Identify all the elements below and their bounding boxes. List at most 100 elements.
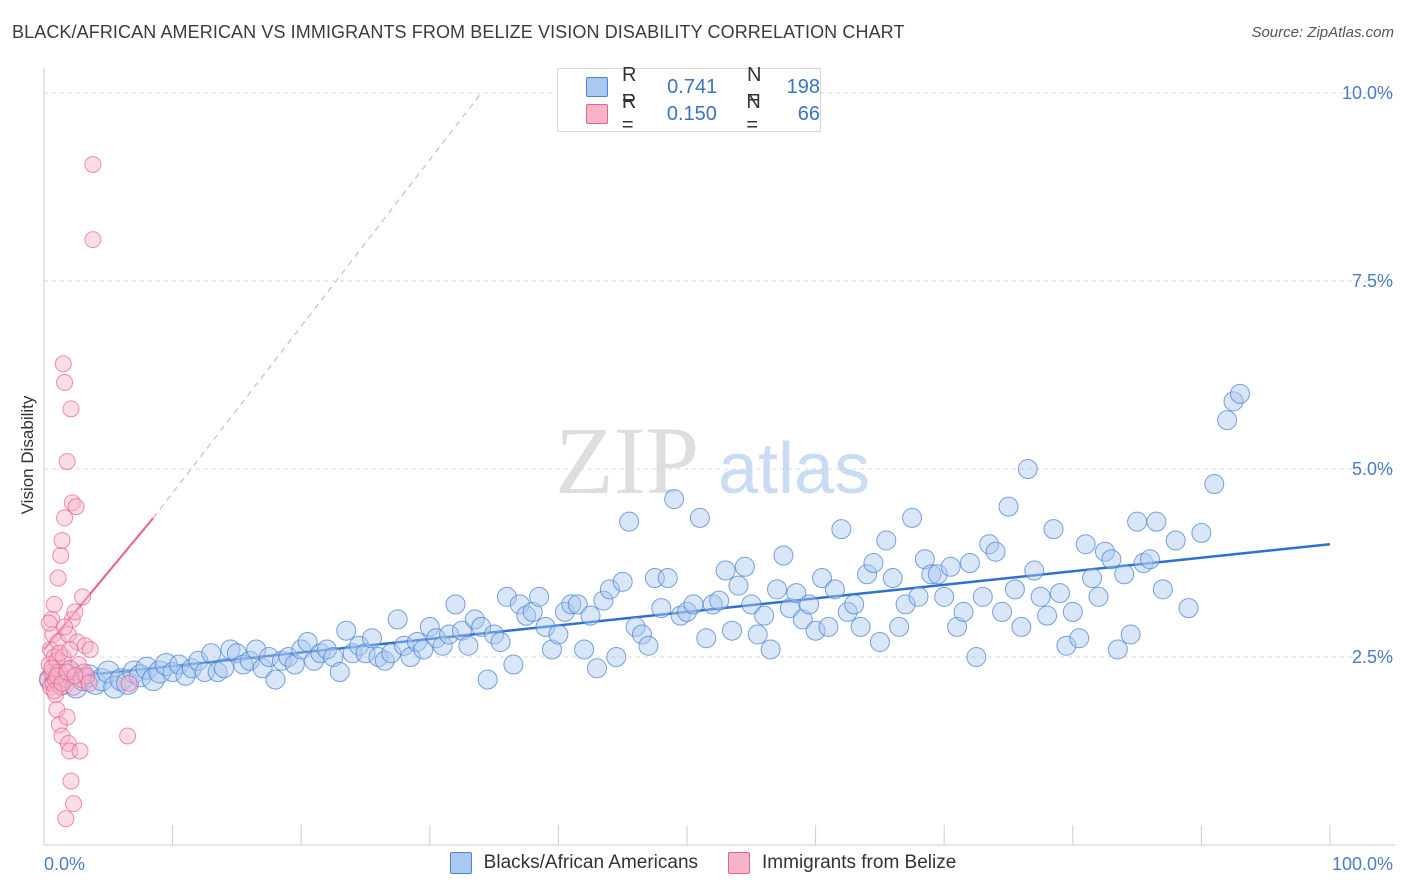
point-blacks: [683, 594, 704, 615]
point-blacks: [1049, 583, 1070, 604]
point-blacks: [361, 628, 382, 649]
point-blacks: [1165, 530, 1186, 551]
point-belize: [61, 640, 79, 658]
point-belize: [62, 772, 80, 790]
source-label: Source: ZipAtlas.com: [1251, 24, 1394, 41]
point-blacks: [580, 605, 601, 626]
point-belize: [65, 795, 83, 813]
point-blacks: [439, 624, 460, 645]
point-belize: [58, 663, 76, 681]
point-blacks: [323, 647, 344, 668]
point-belize: [58, 453, 76, 470]
point-blacks: [992, 601, 1013, 622]
point-blacks: [135, 656, 159, 680]
point-blacks: [496, 586, 517, 607]
point-blacks: [103, 675, 127, 699]
series-swatch-blue: [449, 852, 472, 874]
point-blacks: [760, 639, 781, 660]
point-blacks: [1139, 549, 1160, 570]
legend-r-label: R =: [621, 64, 637, 109]
point-blacks: [1037, 605, 1058, 626]
point-blacks: [445, 594, 466, 615]
point-blacks: [857, 564, 878, 585]
point-blacks: [1191, 522, 1212, 543]
point-belize: [62, 400, 80, 418]
point-blacks: [651, 598, 672, 619]
point-blacks: [226, 643, 247, 664]
point-blacks: [1088, 586, 1109, 607]
point-blacks: [619, 511, 640, 532]
point-blacks: [722, 620, 743, 641]
point-blacks: [927, 564, 948, 585]
point-blacks: [959, 553, 980, 574]
point-blacks: [503, 654, 524, 675]
point-blacks: [141, 668, 165, 692]
point-blacks: [567, 594, 588, 615]
point-blacks: [529, 586, 550, 607]
point-belize: [61, 742, 79, 760]
point-blacks: [734, 556, 755, 577]
point-blacks: [702, 594, 723, 615]
point-blacks: [310, 643, 331, 664]
point-belize: [56, 618, 74, 636]
watermark: ZIP atlas: [555, 407, 870, 514]
y-tick-label: 5.0%: [1352, 459, 1393, 479]
point-blacks: [947, 616, 968, 637]
point-blacks: [432, 635, 453, 656]
point-blacks: [109, 668, 133, 692]
point-belize: [66, 603, 84, 621]
point-blacks: [1056, 635, 1077, 656]
point-blacks: [934, 586, 955, 607]
series-legend-belize: Immigrants from Belize: [728, 852, 956, 874]
point-blacks: [631, 624, 652, 645]
point-blacks: [670, 605, 691, 626]
point-blacks: [767, 579, 788, 600]
series-legend-blacks: Blacks/African Americans: [449, 852, 699, 874]
point-belize: [74, 588, 92, 606]
point-blacks: [188, 650, 209, 671]
point-blacks: [786, 583, 807, 604]
point-blacks: [471, 616, 492, 637]
point-blacks: [548, 624, 569, 645]
point-belize: [119, 727, 137, 745]
point-blacks: [116, 671, 140, 695]
point-blacks: [329, 662, 350, 683]
point-blacks: [985, 541, 1006, 562]
point-blacks: [284, 654, 305, 675]
point-blacks: [1178, 598, 1199, 619]
point-blacks: [792, 609, 813, 630]
point-blacks: [1204, 474, 1225, 495]
point-blacks: [747, 624, 768, 645]
series-label-blacks: Blacks/African Americans: [483, 852, 699, 873]
point-blacks: [381, 643, 402, 664]
point-blacks: [1120, 624, 1141, 645]
point-blacks: [940, 556, 961, 577]
axes: [43, 68, 1395, 846]
point-blacks: [612, 571, 633, 592]
legend-row-blacks: R = 0.741 N = 198: [586, 64, 820, 109]
legend-r-value: 0.741: [667, 75, 718, 98]
trend-lines: [43, 92, 1331, 681]
point-blacks: [394, 635, 415, 656]
point-blacks: [271, 650, 292, 671]
point-blacks: [972, 586, 993, 607]
point-blacks: [207, 662, 228, 683]
point-blacks: [689, 507, 710, 528]
point-blacks: [844, 594, 865, 615]
point-blacks: [214, 658, 235, 679]
data-points: [38, 155, 1250, 828]
point-blacks: [914, 549, 935, 570]
point-blacks: [220, 639, 241, 660]
point-blacks: [336, 620, 357, 641]
point-blacks: [239, 650, 260, 671]
point-belize: [81, 640, 99, 658]
point-blacks: [754, 605, 775, 626]
chart-title: BLACK/AFRICAN AMERICAN VS IMMIGRANTS FRO…: [12, 22, 905, 42]
x-tick-label: 100.0%: [1332, 854, 1393, 874]
point-blacks: [368, 647, 389, 668]
point-blacks: [966, 647, 987, 668]
point-blacks: [561, 594, 582, 615]
point-belize: [84, 231, 102, 249]
point-blacks: [638, 635, 659, 656]
stats-legend: R = 0.741 N = 198 R = 0.150 N = 66: [557, 64, 821, 136]
